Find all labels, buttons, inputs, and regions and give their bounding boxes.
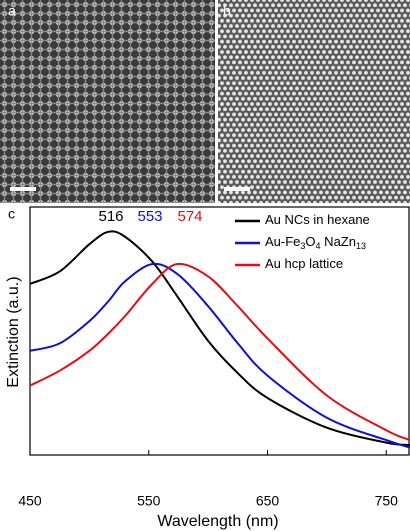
scale-bar — [10, 187, 36, 191]
x-tick-label: 750 — [375, 493, 399, 509]
legend-label: Au NCs in hexane — [265, 212, 370, 227]
x-axis-label: Wavelength (nm) — [157, 513, 278, 530]
x-tick-label: 650 — [256, 493, 280, 509]
peak-label: 516 — [98, 208, 123, 225]
scale-bar — [224, 187, 250, 191]
tem-image-b — [218, 0, 410, 203]
panel-label: c — [8, 206, 15, 222]
peak-label: 574 — [177, 208, 202, 225]
spectrum-line — [29, 230, 410, 447]
panel-label: a — [8, 3, 16, 19]
x-tick-label: 550 — [137, 493, 161, 509]
x-tick-label: 450 — [18, 493, 42, 509]
legend-label: Au hcp lattice — [265, 256, 343, 271]
legend-label: Au-Fe3O4 NaZn13 — [265, 234, 366, 251]
spectrum-line — [29, 262, 410, 442]
panel-label: b — [223, 3, 231, 19]
tem-image-a — [0, 0, 215, 203]
spectrum-line — [29, 262, 410, 449]
plot-frame — [29, 206, 410, 456]
peak-label: 553 — [137, 208, 162, 225]
y-axis-label: Extinction (a.u.) — [5, 276, 22, 387]
